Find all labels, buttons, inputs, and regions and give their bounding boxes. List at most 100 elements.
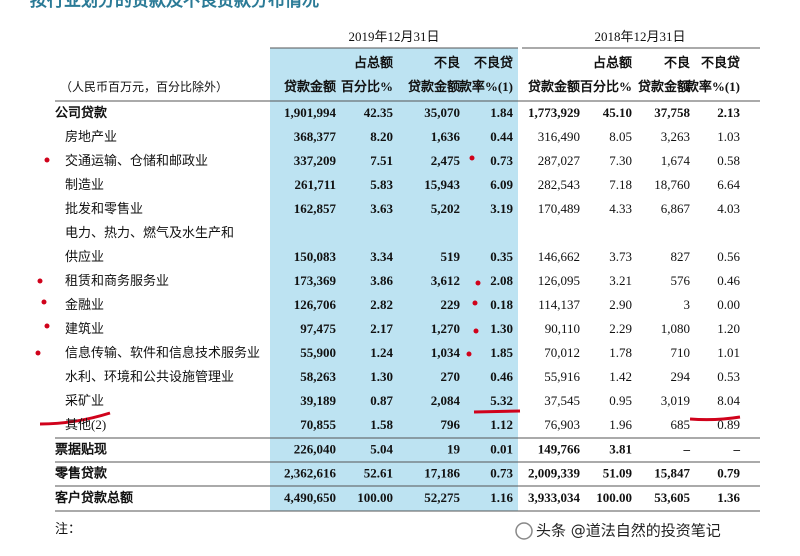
cell: 45.10 bbox=[603, 105, 632, 120]
cell: 3 bbox=[684, 297, 691, 312]
cell: 1,773,929 bbox=[528, 105, 581, 120]
cell: 3.34 bbox=[370, 249, 393, 264]
cell: 5.04 bbox=[370, 441, 393, 456]
cell: 15,847 bbox=[654, 466, 690, 481]
unit-note: （人民币百万元，百分比除外） bbox=[60, 79, 228, 94]
cell: 126,095 bbox=[538, 273, 580, 288]
cell: 0.58 bbox=[717, 153, 740, 168]
cell: 170,489 bbox=[538, 201, 580, 216]
cell: 37,545 bbox=[544, 393, 580, 408]
row-label: 公司贷款 bbox=[55, 105, 108, 120]
row-label: 房地产业 bbox=[65, 129, 117, 144]
column-header: 款率%(1) bbox=[686, 79, 740, 94]
cell: 287,027 bbox=[538, 153, 581, 168]
column-header: 贷款金额 bbox=[528, 79, 580, 94]
cell: 0.79 bbox=[717, 466, 740, 481]
cell: 126,706 bbox=[294, 297, 337, 312]
column-header: 款率%(1) bbox=[459, 79, 513, 94]
row-label: 交通运输、仓储和邮政业 bbox=[65, 153, 208, 168]
cell: 1.96 bbox=[609, 417, 632, 432]
cell: 149,766 bbox=[538, 441, 581, 456]
note: 注： bbox=[55, 521, 81, 536]
cell: 3.63 bbox=[370, 201, 393, 216]
cell: 685 bbox=[671, 417, 691, 432]
cell: 1.85 bbox=[490, 345, 513, 360]
annotations bbox=[35, 155, 741, 426]
column-header: 不良贷 bbox=[701, 55, 740, 70]
cell: 3.21 bbox=[609, 273, 632, 288]
cell: 261,711 bbox=[294, 177, 336, 192]
cell: 35,070 bbox=[424, 105, 460, 120]
cell: 18,760 bbox=[654, 177, 690, 192]
highlight-2019 bbox=[270, 48, 518, 511]
cell: 1.01 bbox=[717, 345, 740, 360]
cell: 1.42 bbox=[609, 369, 632, 384]
row-label: 电力、热力、燃气及水生产和 bbox=[65, 225, 234, 240]
cell: 282,543 bbox=[538, 177, 580, 192]
cell: 42.35 bbox=[364, 105, 394, 120]
row-label: 采矿业 bbox=[65, 393, 104, 408]
cell: 97,475 bbox=[300, 321, 336, 336]
cell: 1.84 bbox=[490, 105, 513, 120]
cell: 0.95 bbox=[609, 393, 632, 408]
cell: 796 bbox=[441, 417, 461, 432]
row-label: 零售贷款 bbox=[54, 466, 108, 481]
row-label: 制造业 bbox=[65, 177, 104, 192]
column-header: 贷款金额 bbox=[284, 79, 336, 94]
cell: 0.73 bbox=[490, 466, 513, 481]
cell: – bbox=[733, 441, 741, 456]
watermark: 头条 @道法自然的投资笔记 bbox=[536, 522, 721, 540]
cell: 1.30 bbox=[370, 369, 393, 384]
cell: 1.24 bbox=[370, 345, 393, 360]
column-header: 不良 bbox=[434, 55, 460, 70]
cell: 3.81 bbox=[609, 441, 632, 456]
cell: 229 bbox=[441, 297, 461, 312]
cell: 146,662 bbox=[538, 249, 580, 264]
period-2018: 2018年12月31日 bbox=[594, 29, 685, 44]
cell: 0.46 bbox=[490, 369, 513, 384]
cell: 3.86 bbox=[370, 273, 393, 288]
cell: 1.36 bbox=[717, 490, 740, 505]
row-label: 水利、环境和公共设施管理业 bbox=[65, 369, 234, 384]
cell: 150,083 bbox=[294, 249, 337, 264]
cell: 2,475 bbox=[431, 153, 461, 168]
cell: 2.90 bbox=[609, 297, 632, 312]
cell: 173,369 bbox=[294, 273, 337, 288]
cell: 51.09 bbox=[603, 466, 633, 481]
cell: 3,933,034 bbox=[528, 490, 581, 505]
cell: 1,080 bbox=[661, 321, 690, 336]
cell: 710 bbox=[671, 345, 691, 360]
cell: 1.20 bbox=[717, 321, 740, 336]
column-header: 占总额 bbox=[593, 55, 632, 70]
cell: 6.64 bbox=[717, 177, 740, 192]
cell: 2,009,339 bbox=[528, 466, 581, 481]
cell: 55,916 bbox=[544, 369, 580, 384]
cell: 55,900 bbox=[300, 345, 336, 360]
cell: 2.82 bbox=[370, 297, 393, 312]
column-header: 占总额 bbox=[354, 55, 393, 70]
cell: 2,084 bbox=[431, 393, 461, 408]
cell: 270 bbox=[441, 369, 461, 384]
cell: 0.87 bbox=[370, 393, 393, 408]
cell: 1.58 bbox=[370, 417, 393, 432]
cell: 1,674 bbox=[661, 153, 691, 168]
cell: 39,189 bbox=[300, 393, 336, 408]
cell: 827 bbox=[671, 249, 691, 264]
cell: 70,012 bbox=[544, 345, 580, 360]
column-header: 不良 bbox=[664, 55, 690, 70]
cell: 53,605 bbox=[654, 490, 690, 505]
cell: 5,202 bbox=[431, 201, 460, 216]
row-label: 客户贷款总额 bbox=[55, 490, 133, 505]
cell: 1.12 bbox=[490, 417, 513, 432]
cell: 17,186 bbox=[424, 466, 460, 481]
cell: 37,758 bbox=[654, 105, 690, 120]
cell: 19 bbox=[447, 441, 461, 456]
cell: 5.83 bbox=[370, 177, 393, 192]
cell: 0.00 bbox=[717, 297, 740, 312]
cell: 2.17 bbox=[370, 321, 393, 336]
cell: 5.32 bbox=[490, 393, 513, 408]
row-label: 票据贴现 bbox=[55, 441, 107, 456]
row-label: 金融业 bbox=[65, 297, 104, 312]
cell: 1,270 bbox=[431, 321, 460, 336]
